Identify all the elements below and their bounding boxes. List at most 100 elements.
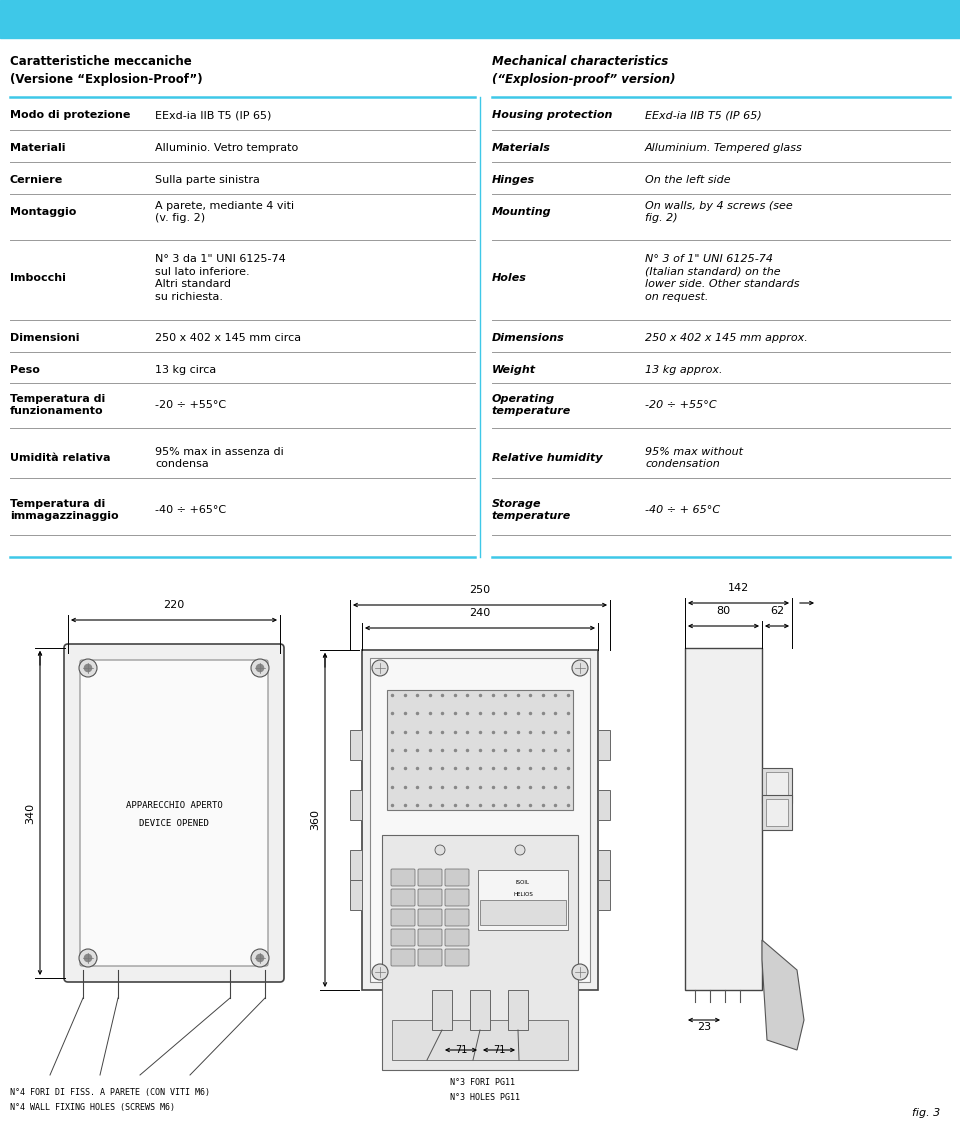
Text: 13 kg circa: 13 kg circa: [155, 365, 216, 375]
Bar: [598, 850, 610, 880]
Circle shape: [256, 665, 264, 671]
Text: Operating
temperature: Operating temperature: [492, 393, 571, 416]
Text: N°3 FORI PG11: N°3 FORI PG11: [450, 1078, 515, 1088]
FancyBboxPatch shape: [445, 889, 469, 906]
Bar: [480, 899, 566, 925]
Text: -40 ÷ + 65°C: -40 ÷ + 65°C: [645, 505, 720, 515]
Bar: [0, 0, 960, 38]
Text: N° 3 da 1" UNI 6125-74
sul lato inferiore.
Altri standard
su richiesta.: N° 3 da 1" UNI 6125-74 sul lato inferior…: [155, 254, 286, 302]
Text: -20 ÷ +55°C: -20 ÷ +55°C: [155, 400, 227, 410]
Text: Alluminio. Vetro temprato: Alluminio. Vetro temprato: [155, 142, 299, 153]
Text: Storage
temperature: Storage temperature: [492, 499, 571, 521]
Text: Peso: Peso: [10, 365, 40, 375]
Bar: [382, 834, 578, 1070]
Circle shape: [572, 660, 588, 676]
FancyBboxPatch shape: [391, 929, 415, 946]
Text: 250: 250: [469, 585, 491, 595]
Bar: [392, 1020, 568, 1060]
Circle shape: [372, 964, 388, 980]
FancyBboxPatch shape: [80, 660, 268, 966]
Text: Dimensioni: Dimensioni: [10, 333, 80, 343]
FancyBboxPatch shape: [418, 889, 442, 906]
Circle shape: [256, 954, 264, 962]
Text: On the left side: On the left side: [645, 176, 731, 185]
FancyBboxPatch shape: [418, 909, 442, 926]
Bar: [432, 990, 452, 1031]
Text: 220: 220: [163, 600, 184, 610]
Text: N°3 HOLES PG11: N°3 HOLES PG11: [450, 1093, 520, 1102]
Text: DEVICE OPENED: DEVICE OPENED: [139, 819, 209, 828]
Text: Caratteristiche meccaniche
(Versione “Explosion-Proof”): Caratteristiche meccaniche (Versione “Ex…: [10, 55, 203, 86]
Bar: [598, 730, 610, 760]
Text: 142: 142: [728, 583, 749, 593]
Text: 340: 340: [25, 803, 35, 823]
FancyBboxPatch shape: [445, 948, 469, 966]
FancyBboxPatch shape: [64, 644, 284, 982]
Text: Sulla parte sinistra: Sulla parte sinistra: [155, 176, 260, 185]
Text: Imbocchi: Imbocchi: [10, 272, 66, 283]
Text: -40 ÷ +65°C: -40 ÷ +65°C: [155, 505, 227, 515]
Text: Relative humidity: Relative humidity: [492, 453, 603, 463]
FancyBboxPatch shape: [391, 869, 415, 886]
FancyBboxPatch shape: [418, 929, 442, 946]
Circle shape: [79, 948, 97, 967]
Text: 250 x 402 x 145 mm circa: 250 x 402 x 145 mm circa: [155, 333, 301, 343]
FancyBboxPatch shape: [391, 909, 415, 926]
Text: N°4 FORI DI FISS. A PARETE (CON VITI M6): N°4 FORI DI FISS. A PARETE (CON VITI M6): [10, 1088, 210, 1097]
Text: -20 ÷ +55°C: -20 ÷ +55°C: [645, 400, 716, 410]
FancyBboxPatch shape: [418, 869, 442, 886]
Bar: [370, 658, 590, 982]
FancyBboxPatch shape: [391, 889, 415, 906]
Bar: [762, 795, 792, 830]
Circle shape: [251, 659, 269, 677]
Text: Housing protection: Housing protection: [492, 109, 612, 120]
Bar: [766, 799, 788, 826]
Text: Hinges: Hinges: [492, 176, 535, 185]
Text: A parete, mediante 4 viti
(v. fig. 2): A parete, mediante 4 viti (v. fig. 2): [155, 201, 294, 223]
Circle shape: [84, 665, 91, 671]
Bar: [350, 880, 362, 910]
Text: Modo di protezione: Modo di protezione: [10, 109, 131, 120]
Text: Mechanical characteristics
(“Explosion-proof” version): Mechanical characteristics (“Explosion-p…: [492, 55, 676, 86]
FancyBboxPatch shape: [418, 948, 442, 966]
Text: 95% max without
condensation: 95% max without condensation: [645, 447, 743, 470]
Bar: [470, 990, 490, 1031]
Text: 71: 71: [492, 1045, 505, 1055]
Circle shape: [251, 948, 269, 967]
Bar: [350, 730, 362, 760]
Text: Mounting: Mounting: [492, 207, 552, 217]
Text: ISOIL: ISOIL: [516, 880, 530, 885]
Text: 23: 23: [697, 1021, 711, 1032]
Text: N° 3 of 1" UNI 6125-74
(Italian standard) on the
lower side. Other standards
on : N° 3 of 1" UNI 6125-74 (Italian standard…: [645, 254, 800, 302]
Text: 62: 62: [770, 606, 784, 616]
Text: Materials: Materials: [492, 142, 551, 153]
Bar: [766, 772, 788, 799]
Bar: [598, 790, 610, 820]
Circle shape: [515, 845, 525, 855]
Text: Materiali: Materiali: [10, 142, 65, 153]
Circle shape: [435, 845, 445, 855]
Text: APPARECCHIO APERTO: APPARECCHIO APERTO: [126, 800, 223, 809]
Bar: [508, 990, 528, 1031]
Text: fig. 3: fig. 3: [912, 1108, 940, 1118]
FancyBboxPatch shape: [445, 869, 469, 886]
Text: Cerniere: Cerniere: [10, 176, 63, 185]
Bar: [362, 650, 598, 990]
Text: 95% max in assenza di
condensa: 95% max in assenza di condensa: [155, 447, 284, 470]
Bar: [685, 648, 762, 990]
Bar: [598, 880, 610, 910]
Bar: [350, 790, 362, 820]
Text: EExd-ia IIB T5 (IP 65): EExd-ia IIB T5 (IP 65): [155, 109, 272, 120]
Text: Alluminium. Tempered glass: Alluminium. Tempered glass: [645, 142, 803, 153]
Text: 71: 71: [455, 1045, 468, 1055]
Text: Dimensions: Dimensions: [492, 333, 564, 343]
Text: Temperatura di
immagazzinaggio: Temperatura di immagazzinaggio: [10, 499, 119, 521]
Text: Holes: Holes: [492, 272, 527, 283]
Text: Temperatura di
funzionamento: Temperatura di funzionamento: [10, 393, 106, 416]
Text: 240: 240: [469, 608, 491, 618]
Bar: [478, 870, 568, 930]
Text: 360: 360: [310, 809, 320, 831]
Circle shape: [372, 660, 388, 676]
Bar: [387, 690, 573, 811]
FancyBboxPatch shape: [391, 948, 415, 966]
